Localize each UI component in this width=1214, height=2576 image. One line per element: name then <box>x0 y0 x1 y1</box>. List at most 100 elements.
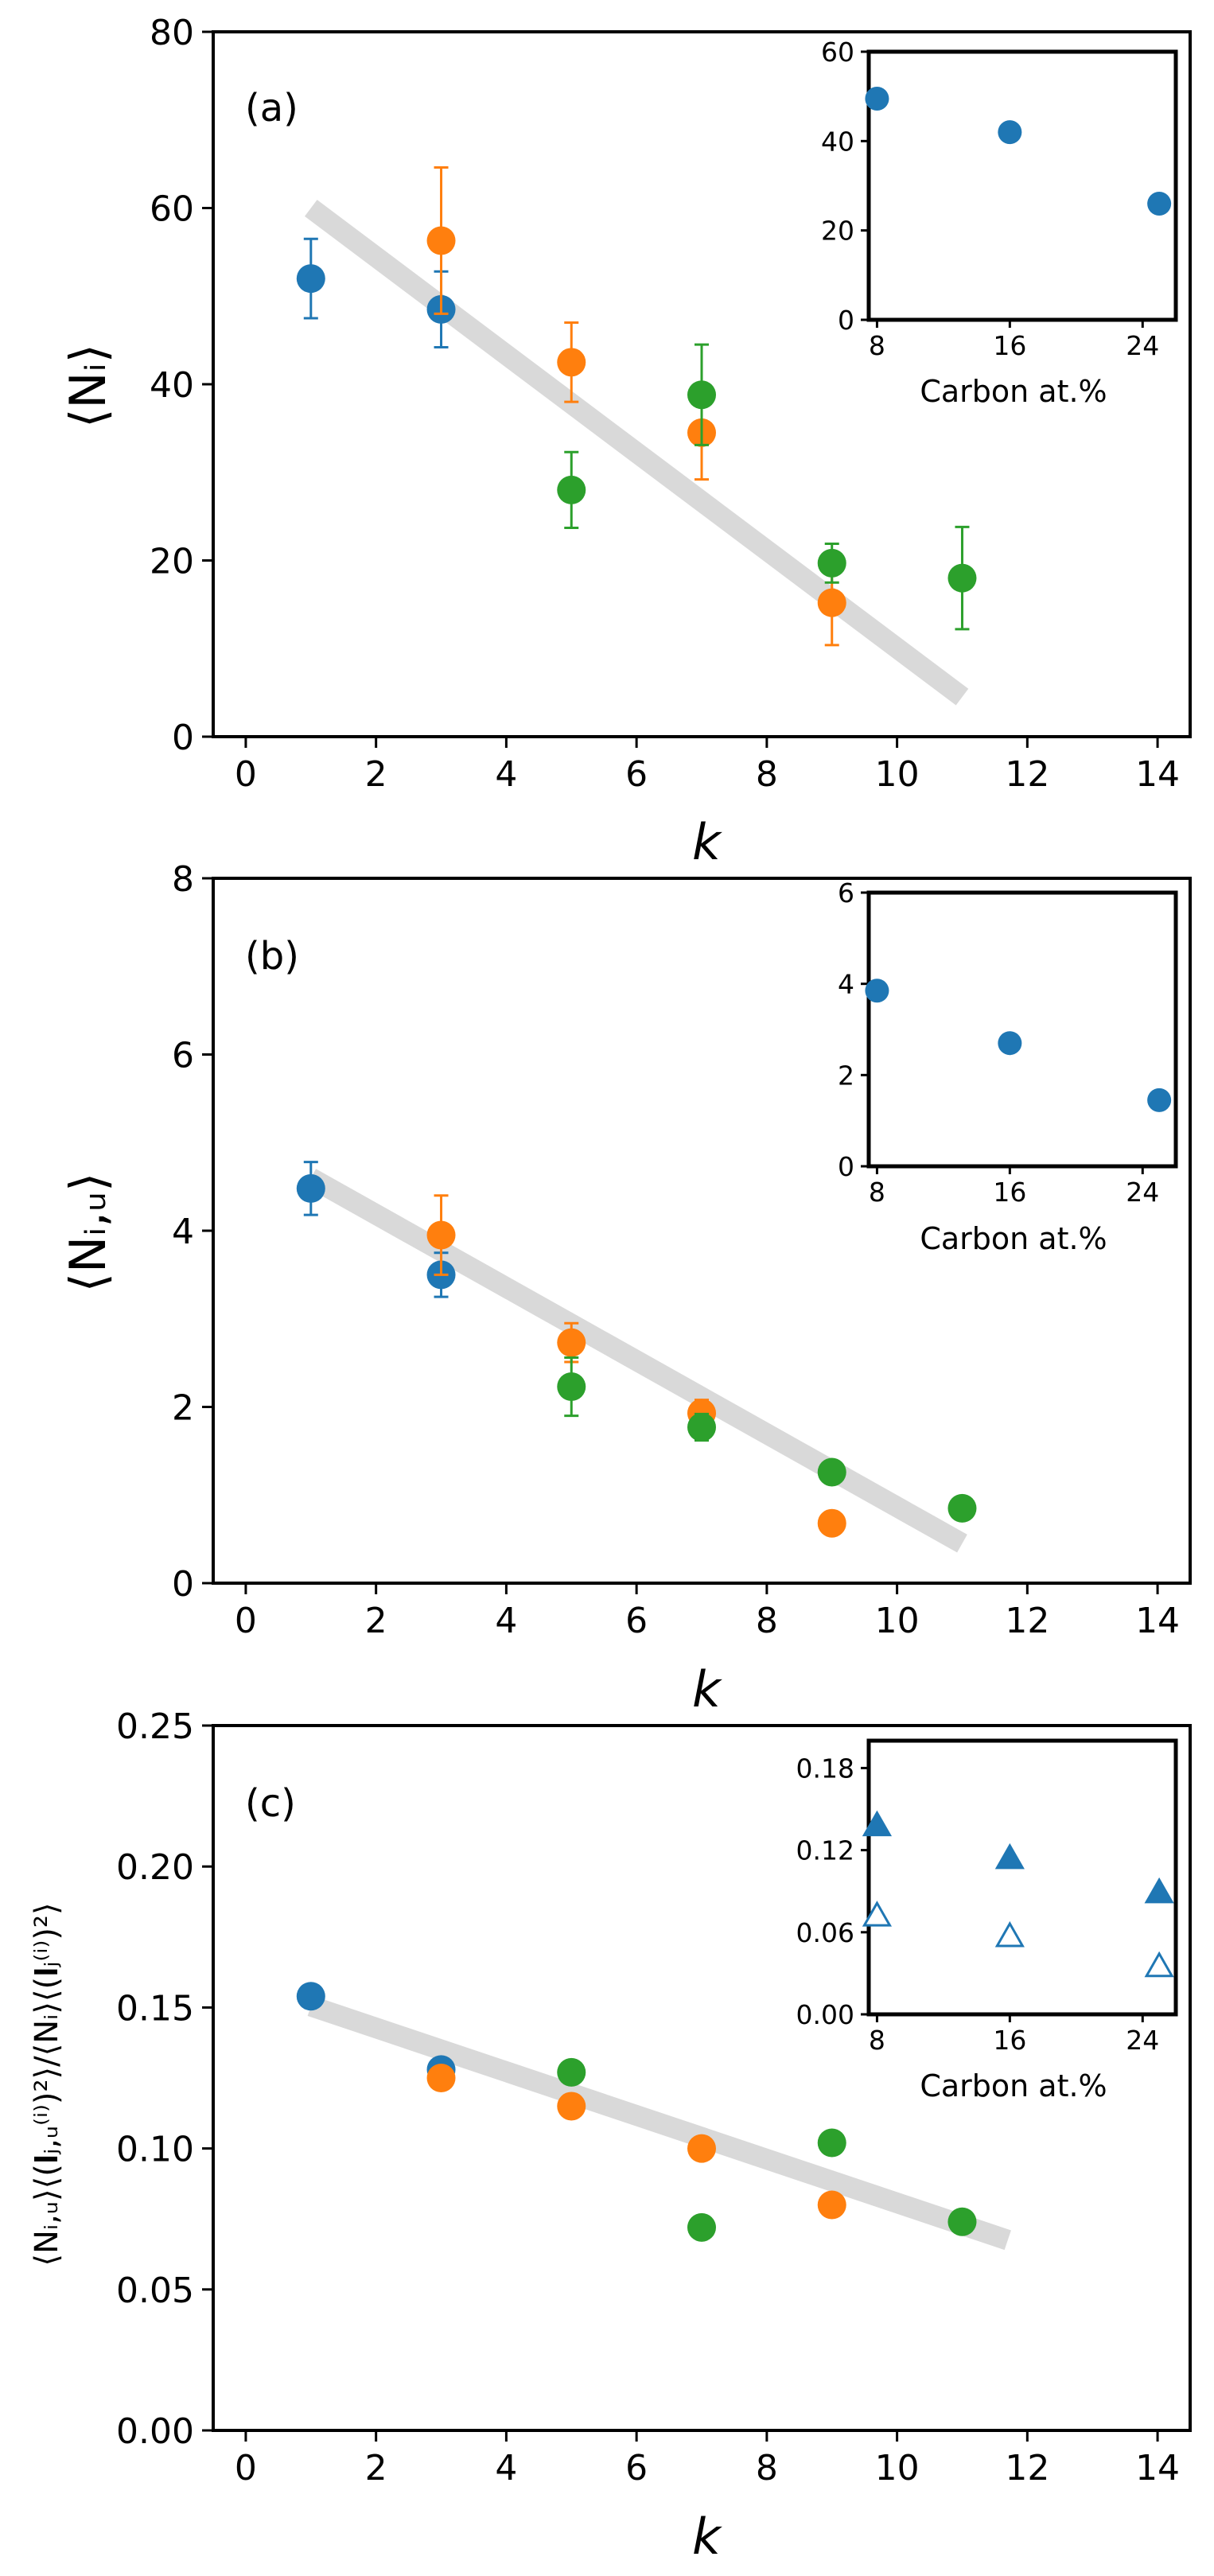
x-tick-label: 8 <box>756 754 778 795</box>
series-green <box>557 343 977 631</box>
data-point <box>947 2207 977 2236</box>
panel-c-label: (c) <box>245 1781 296 1826</box>
data-point <box>687 2212 716 2242</box>
inset-y-tick-label: 40 <box>821 126 854 157</box>
inset-y-tick-label: 0 <box>838 305 854 336</box>
x-tick-label: 10 <box>875 2448 920 2488</box>
data-point <box>947 1493 977 1523</box>
series-blue <box>296 1161 456 1298</box>
y-tick-label: 0.00 <box>116 2411 194 2452</box>
x-tick-label: 10 <box>875 1601 920 1641</box>
inset-data-point <box>998 120 1022 145</box>
inset-filled-triangle <box>862 1810 893 1837</box>
x-tick-label: 14 <box>1135 754 1180 795</box>
x-tick-label: 2 <box>365 1601 387 1641</box>
inset-x-tick-label: 16 <box>993 1177 1026 1208</box>
x-tick-label: 0 <box>235 2448 257 2488</box>
series-green <box>557 1356 977 1523</box>
panel-a-inset: 8 16 24 0 20 40 60 <box>821 37 1178 361</box>
panel-b-xlabel: k <box>692 1660 722 1718</box>
y-tick-label: 0.10 <box>116 2130 194 2170</box>
x-tick-label: 2 <box>365 2448 387 2488</box>
axes-frame <box>212 1724 1192 2432</box>
x-tick-label: 4 <box>495 754 517 795</box>
inset-x-tick-label: 8 <box>869 2025 885 2056</box>
inset-data-point <box>998 1031 1022 1056</box>
inset-y-tick-label: 0.12 <box>796 1835 854 1866</box>
y-tick-label: 20 <box>150 542 194 582</box>
data-point <box>557 2092 586 2121</box>
inset-y-tick-label: 60 <box>821 37 854 68</box>
inset-y-tick-label: 4 <box>838 969 854 1000</box>
panel-a-inset-xlabel: Carbon at.% <box>920 374 1107 409</box>
data-point <box>557 2057 586 2087</box>
y-tick-label: 40 <box>150 365 194 406</box>
x-tick-label: 12 <box>1005 754 1049 795</box>
trend-band <box>307 1996 1011 2251</box>
data-point <box>557 475 586 504</box>
panel-c-inset-xlabel: Carbon at.% <box>920 2068 1107 2103</box>
inset-y-tick-label: 0.18 <box>796 1753 854 1784</box>
inset-frame <box>866 49 1178 322</box>
data-point <box>817 1457 846 1487</box>
inset-y-tick-label: 0.00 <box>796 1999 854 2030</box>
series-green <box>557 2057 977 2242</box>
inset-frame <box>866 1738 1178 2017</box>
panel-c-inset: 8 16 24 0.00 0.06 0.12 0.18 <box>796 1738 1178 2056</box>
x-tick-label: 6 <box>625 754 648 795</box>
data-point <box>817 588 846 617</box>
inset-open-triangle <box>862 1901 893 1927</box>
inset-x-tick-label: 8 <box>869 1177 885 1208</box>
inset-x-tick-label: 8 <box>869 330 885 361</box>
inset-filled-triangle <box>1144 1877 1174 1904</box>
y-tick-label: 0.25 <box>116 1706 194 1747</box>
x-tick-label: 8 <box>756 2448 778 2488</box>
y-tick-label: 0 <box>172 1564 194 1605</box>
data-point <box>296 1173 325 1203</box>
inset-y-tick-label: 6 <box>838 877 854 909</box>
panel-a: (a) k ⟨Nᵢ⟩ Carbon at.% <box>59 86 1107 871</box>
y-tick-label: 6 <box>172 1036 194 1076</box>
inset-data-point <box>1147 1088 1172 1112</box>
y-tick-label: 60 <box>150 189 194 230</box>
x-tick-label: 12 <box>1005 1601 1049 1641</box>
y-tick-label: 2 <box>172 1388 194 1429</box>
panel-b-inset-xlabel: Carbon at.% <box>920 1221 1107 1256</box>
y-tick-label: 4 <box>172 1212 194 1252</box>
inset-filled-triangle <box>994 1843 1025 1870</box>
data-point <box>817 548 846 578</box>
x-tick-label: 14 <box>1135 2448 1180 2488</box>
inset-x-tick-label: 24 <box>1126 2025 1159 2056</box>
data-point <box>426 1220 456 1250</box>
x-tick-label: 0 <box>235 1601 257 1641</box>
panel-b-label: (b) <box>245 934 299 979</box>
y-tick-label: 0 <box>172 718 194 758</box>
panel-a-ylabel: ⟨Nᵢ⟩ <box>59 344 117 428</box>
data-point <box>557 1328 586 1357</box>
data-point <box>296 264 325 294</box>
x-tick-label: 0 <box>235 754 257 795</box>
inset-data-point <box>865 86 889 111</box>
panel-c: (c) k ⟨Nᵢ,ᵤ⟩⟨(𝐈ⱼ,ᵤ⁽ⁱ⁾)²⟩/⟨Nᵢ⟩⟨(𝐈ⱼ⁽ⁱ⁾)²⟩ … <box>29 1781 1107 2566</box>
trend-band <box>304 200 969 706</box>
inset-data-point <box>1147 191 1172 216</box>
data-point <box>817 2190 846 2220</box>
x-tick-label: 2 <box>365 754 387 795</box>
x-tick-label: 4 <box>495 2448 517 2488</box>
x-tick-label: 10 <box>875 754 920 795</box>
x-tick-label: 4 <box>495 1601 517 1641</box>
series-orange <box>426 2064 846 2220</box>
data-point <box>687 1412 716 1442</box>
y-tick-label: 8 <box>172 859 194 900</box>
data-point <box>687 380 716 410</box>
panel-c-ylabel: ⟨Nᵢ,ᵤ⟩⟨(𝐈ⱼ,ᵤ⁽ⁱ⁾)²⟩/⟨Nᵢ⟩⟨(𝐈ⱼ⁽ⁱ⁾)²⟩ <box>29 1902 65 2266</box>
x-tick-label: 6 <box>625 2448 648 2488</box>
y-tick-label: 0.05 <box>116 2271 194 2311</box>
y-tick-label: 80 <box>150 13 194 53</box>
panel-b: (b) k ⟨Nᵢ,ᵤ⟩ Carbon at.% <box>59 934 1107 1718</box>
